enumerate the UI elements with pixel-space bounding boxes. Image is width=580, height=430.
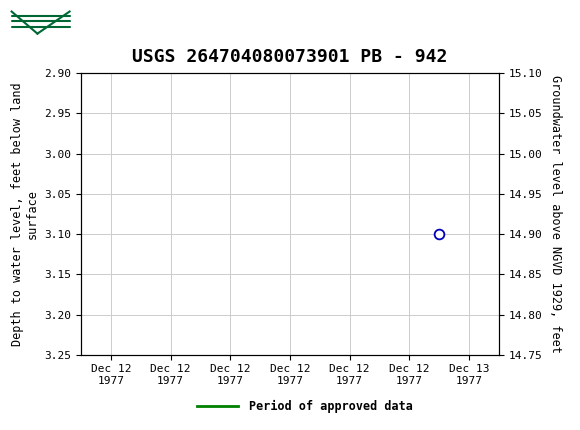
Y-axis label: Depth to water level, feet below land
surface: Depth to water level, feet below land su… xyxy=(11,82,39,346)
Text: Period of approved data: Period of approved data xyxy=(249,400,414,413)
Y-axis label: Groundwater level above NGVD 1929, feet: Groundwater level above NGVD 1929, feet xyxy=(549,75,562,353)
Text: USGS: USGS xyxy=(78,13,138,32)
Bar xyxy=(9,7,72,38)
Text: USGS 264704080073901 PB - 942: USGS 264704080073901 PB - 942 xyxy=(132,48,448,66)
